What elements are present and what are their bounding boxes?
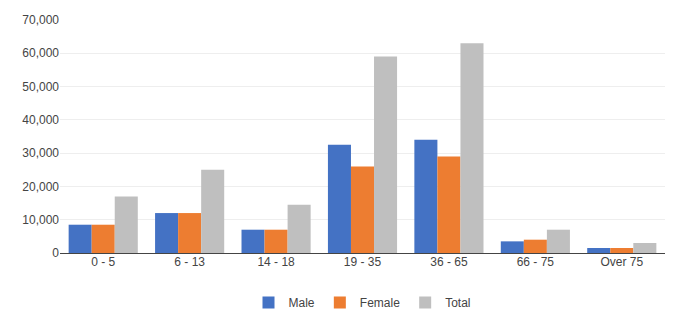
svg-text:50,000: 50,000: [22, 80, 59, 94]
svg-text:60,000: 60,000: [22, 46, 59, 60]
svg-text:Over 75: Over 75: [600, 255, 643, 269]
svg-text:36 - 65: 36 - 65: [430, 255, 468, 269]
svg-text:70,000: 70,000: [22, 13, 59, 27]
svg-text:0: 0: [52, 246, 59, 260]
svg-text:14 - 18: 14 - 18: [257, 255, 295, 269]
svg-text:30,000: 30,000: [22, 146, 59, 160]
svg-text:66 - 75: 66 - 75: [517, 255, 555, 269]
svg-text:10,000: 10,000: [22, 213, 59, 227]
svg-text:Female: Female: [360, 296, 400, 310]
svg-text:Male: Male: [289, 296, 315, 310]
svg-text:Total: Total: [445, 296, 470, 310]
svg-text:0 - 5: 0 - 5: [91, 255, 115, 269]
svg-text:40,000: 40,000: [22, 113, 59, 127]
svg-text:19 - 35: 19 - 35: [344, 255, 382, 269]
svg-text:20,000: 20,000: [22, 180, 59, 194]
svg-text:6 - 13: 6 - 13: [174, 255, 205, 269]
